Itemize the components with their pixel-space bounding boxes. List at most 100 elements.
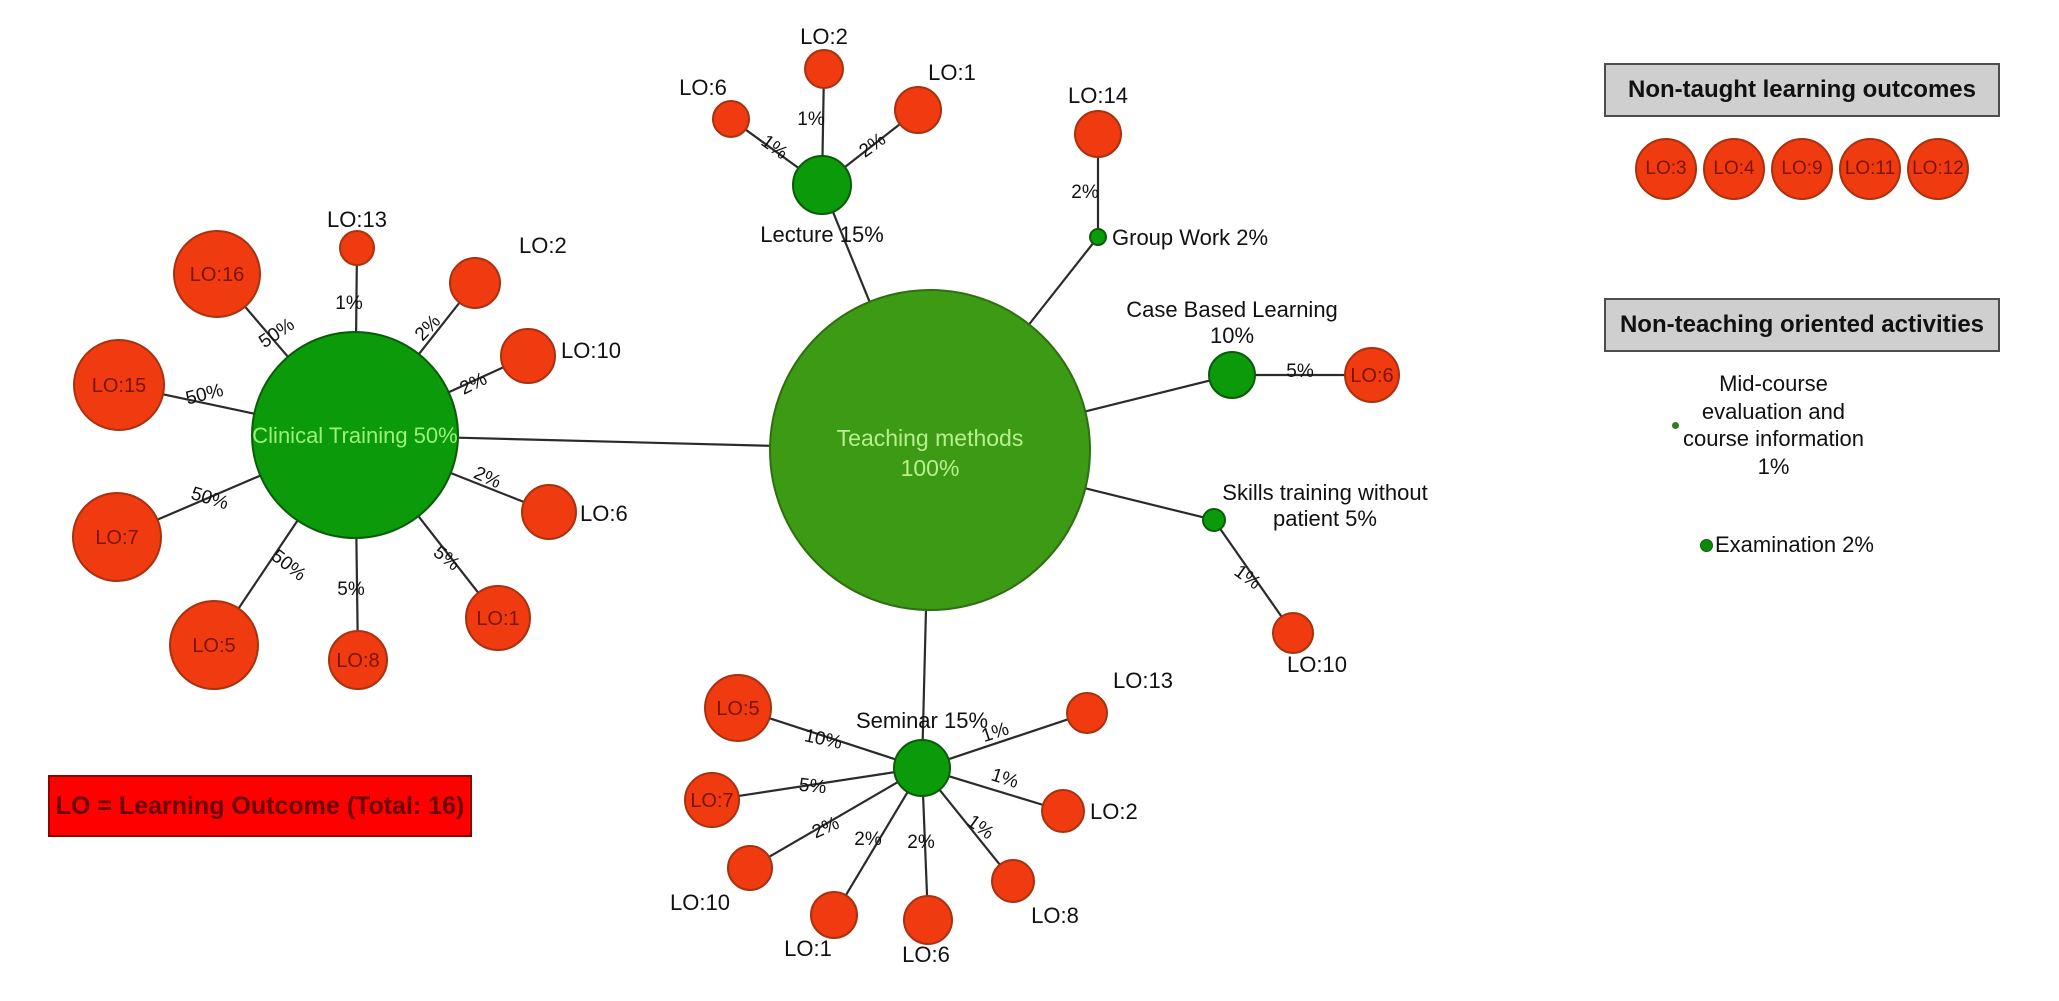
- edge-lecture-to-lec-lo1: [844, 123, 901, 169]
- node-label-ct-lo13: LO:13: [327, 207, 387, 232]
- node-ct-lo16[interactable]: [173, 230, 261, 318]
- non-taught-outcomes-panel: Non-taught learning outcomes LO:3 LO:4 LO:…: [1604, 63, 2000, 200]
- edge-weight-ct-lo5: 50%: [267, 546, 310, 586]
- node-label-teaching-methods: Teaching methods: [837, 425, 1024, 451]
- edge-weight-sem-lo1: 2%: [854, 829, 882, 850]
- node-skills-training-without-patient[interactable]: [1202, 508, 1226, 532]
- edge-seminar-to-sem-lo8: [938, 789, 1001, 866]
- node-teaching-methods[interactable]: [769, 289, 1091, 611]
- node-label-clinical-training: Clinical Training 50%: [252, 423, 457, 448]
- node-ct-lo13[interactable]: [339, 230, 375, 266]
- edge-clinical-training-to-ct-lo1: [417, 515, 480, 594]
- node-label-lec-lo6: LO:6: [679, 75, 727, 100]
- edge-weight-st-lo10: 1%: [1230, 561, 1265, 594]
- non-taught-outcome-circle[interactable]: LO:11: [1839, 138, 1901, 200]
- edge-lecture-to-lec-lo6: [744, 128, 800, 169]
- edge-weight-ct-lo1: 5%: [429, 542, 464, 576]
- non-taught-outcome-circle[interactable]: LO:3: [1635, 138, 1697, 200]
- edge-weight-ct-lo6: 2%: [470, 463, 504, 493]
- node-sem-lo13[interactable]: [1066, 692, 1108, 734]
- node-lec-lo2[interactable]: [804, 49, 844, 89]
- edge-clinical-training-to-ct-lo13: [355, 264, 358, 333]
- edge-weight-gw-lo14: 2%: [1071, 182, 1099, 203]
- node-percent-skills-training-without-patient: patient 5%: [1273, 506, 1377, 531]
- node-sem-lo7[interactable]: [684, 772, 740, 828]
- non-taught-outcomes-list: LO:3 LO:4 LO:9 LO:11 LO:12: [1604, 138, 2000, 200]
- edge-seminar-to-sem-lo5: [769, 717, 896, 761]
- edge-lecture-to-lec-lo2: [821, 87, 825, 157]
- non-teaching-activities-panel: Non-teaching oriented activities Mid-cou…: [1604, 298, 2000, 558]
- node-label-skills-training-without-patient: Skills training without: [1222, 480, 1427, 505]
- node-gw-lo14[interactable]: [1074, 110, 1122, 158]
- node-sem-lo10[interactable]: [727, 845, 773, 891]
- node-sem-lo5[interactable]: [704, 674, 772, 742]
- node-sem-lo8[interactable]: [991, 859, 1035, 903]
- node-label-ct-lo10: LO:10: [561, 338, 621, 363]
- edge-clinical-training-to-ct-lo16: [244, 305, 289, 358]
- node-sem-lo1[interactable]: [810, 891, 858, 939]
- edge-weight-cbl-lo6: 5%: [1286, 361, 1314, 382]
- node-label-sem-lo10: LO:10: [670, 890, 730, 915]
- node-ct-lo7[interactable]: [72, 492, 162, 582]
- node-ct-lo2[interactable]: [449, 257, 501, 309]
- non-taught-outcome-circle[interactable]: LO:9: [1771, 138, 1833, 200]
- node-label-case-based-learning: Case Based Learning: [1126, 297, 1338, 322]
- node-lec-lo1[interactable]: [894, 86, 942, 134]
- edge-weight-sem-lo5: 10%: [802, 725, 844, 753]
- node-st-lo10[interactable]: [1272, 612, 1314, 654]
- green-dot-icon: [1672, 421, 1679, 429]
- activity-examination: Examination 2%: [1604, 532, 2000, 558]
- activity-mid-course-evaluation: Mid-course evaluation and course informati…: [1604, 370, 2000, 480]
- node-ct-lo5[interactable]: [169, 600, 259, 690]
- node-ct-lo8[interactable]: [328, 630, 388, 690]
- node-group-work[interactable]: [1089, 228, 1107, 246]
- node-label-group-work: Group Work 2%: [1112, 225, 1268, 250]
- node-percent-teaching-methods: 100%: [901, 455, 960, 481]
- non-taught-outcome-circle[interactable]: LO:12: [1907, 138, 1969, 200]
- edge-teaching-methods-to-seminar: [921, 609, 928, 741]
- node-seminar[interactable]: [893, 739, 951, 797]
- edge-clinical-training-to-ct-lo15: [162, 393, 255, 415]
- edge-teaching-methods-to-lecture: [831, 211, 871, 303]
- node-sem-lo6[interactable]: [903, 895, 953, 945]
- non-taught-outcome-circle[interactable]: LO:4: [1703, 138, 1765, 200]
- edge-weight-lec-lo2: 1%: [797, 109, 825, 130]
- edge-clinical-training-to-ct-lo8: [355, 537, 359, 632]
- node-label-ct-lo8: LO:8: [336, 650, 379, 672]
- edge-weight-ct-lo13: 1%: [335, 293, 363, 314]
- non-taught-outcomes-title: Non-taught learning outcomes: [1604, 63, 2000, 117]
- node-label-ct-lo6: LO:6: [580, 501, 628, 526]
- node-ct-lo10[interactable]: [500, 328, 556, 384]
- node-label-sem-lo8: LO:8: [1031, 903, 1079, 928]
- node-ct-lo6[interactable]: [521, 484, 577, 540]
- node-cbl-lo6[interactable]: [1344, 347, 1400, 403]
- edge-weight-ct-lo16: 50%: [255, 314, 298, 353]
- node-lec-lo6[interactable]: [712, 100, 750, 138]
- edge-clinical-training-to-ct-lo10: [448, 366, 504, 394]
- node-ct-lo1[interactable]: [465, 585, 531, 651]
- node-label-lec-lo2: LO:2: [800, 24, 848, 49]
- edges-layer: [157, 87, 1345, 897]
- activity-examination-label: Examination 2%: [1715, 532, 1874, 557]
- node-case-based-learning[interactable]: [1208, 351, 1256, 399]
- node-ct-lo15[interactable]: [73, 339, 165, 431]
- node-label-ct-lo2: LO:2: [519, 233, 567, 258]
- edge-seminar-to-sem-lo10: [768, 781, 899, 858]
- node-label-sem-lo7: LO:7: [690, 790, 733, 812]
- edge-weight-ct-lo15: 50%: [184, 380, 226, 410]
- activity-mid-course-evaluation-label: Mid-course evaluation and course informati…: [1683, 371, 1864, 479]
- node-label-sem-lo13: LO:13: [1113, 668, 1173, 693]
- node-label-sem-lo5: LO:5: [716, 698, 759, 720]
- edge-weight-ct-lo2: 2%: [411, 311, 445, 345]
- edge-clinical-training-to-ct-lo5: [237, 519, 299, 610]
- edge-weight-ct-lo10: 2%: [457, 369, 491, 400]
- node-lecture[interactable]: [792, 155, 852, 215]
- node-label-lecture: Lecture 15%: [760, 222, 884, 247]
- node-label-gw-lo14: LO:14: [1068, 83, 1128, 108]
- edge-seminar-to-sem-lo1: [844, 791, 909, 896]
- node-clinical-training[interactable]: [251, 331, 459, 539]
- node-sem-lo2[interactable]: [1041, 789, 1085, 833]
- node-label-seminar: Seminar 15%: [856, 708, 988, 733]
- node-label-ct-lo15: LO:15: [92, 375, 146, 397]
